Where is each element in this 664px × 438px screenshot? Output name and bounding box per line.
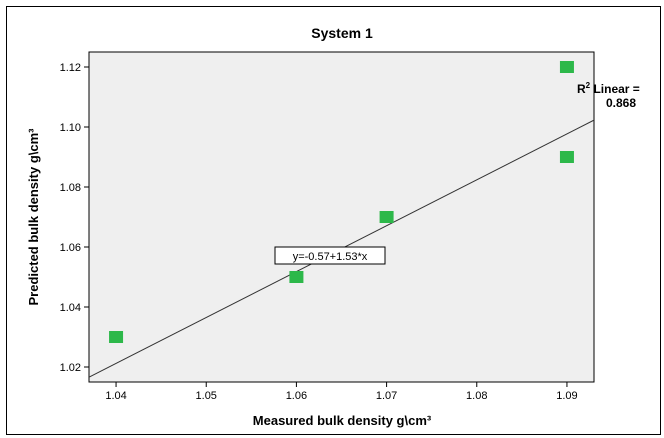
data-point-4 (559, 151, 574, 163)
x-tick-label-2: 1.06 (286, 390, 307, 402)
x-tick-label-0: 1.04 (105, 390, 126, 402)
chart-frame: System 1 1.04 1.05 1.06 1.07 1.08 1.09 1.02 1.… (6, 6, 661, 435)
r2-label-prefix: R (577, 82, 586, 96)
data-point-1 (289, 271, 304, 283)
plot-area (88, 51, 595, 383)
x-tick-label-3: 1.07 (376, 390, 397, 402)
data-point-0 (109, 331, 124, 343)
y-tick-label-0: 1.02 (60, 362, 81, 374)
x-axis-ticks: 1.04 1.05 1.06 1.07 1.08 1.09 (105, 382, 578, 402)
chart-title: System 1 (311, 25, 373, 41)
y-tick-label-1: 1.04 (60, 302, 81, 314)
equation-label-box (274, 246, 386, 265)
y-axis-label: Predicted bulk density g\cm³ (26, 128, 41, 306)
x-tick-label-4: 1.08 (466, 390, 487, 402)
y-tick-label-5: 1.12 (60, 62, 81, 74)
x-tick-label-5: 1.09 (556, 390, 577, 402)
equation-label: y=-0.57+1.53*x (274, 246, 386, 265)
y-tick-label-3: 1.08 (60, 182, 81, 194)
r2-label: R2 Linear = (577, 81, 640, 96)
r2-label-sup: 2 (586, 81, 591, 90)
y-tick-label-2: 1.06 (60, 242, 81, 254)
data-point-2 (379, 211, 394, 223)
y-axis-ticks: 1.02 1.04 1.06 1.08 1.10 1.12 (60, 62, 89, 374)
r2-label-suffix: Linear = (590, 82, 640, 96)
data-points (109, 61, 574, 343)
equation-label-text: y=-0.57+1.53*x (293, 251, 368, 263)
y-tick-label-4: 1.10 (60, 122, 81, 134)
r2-value: 0.868 (606, 96, 636, 110)
x-tick-label-1: 1.05 (196, 390, 217, 402)
data-point-3 (559, 61, 574, 73)
scatter-chart: System 1 1.04 1.05 1.06 1.07 1.08 1.09 1.021.… (26, 25, 640, 428)
x-axis-label: Measured bulk density g\cm³ (253, 413, 432, 428)
